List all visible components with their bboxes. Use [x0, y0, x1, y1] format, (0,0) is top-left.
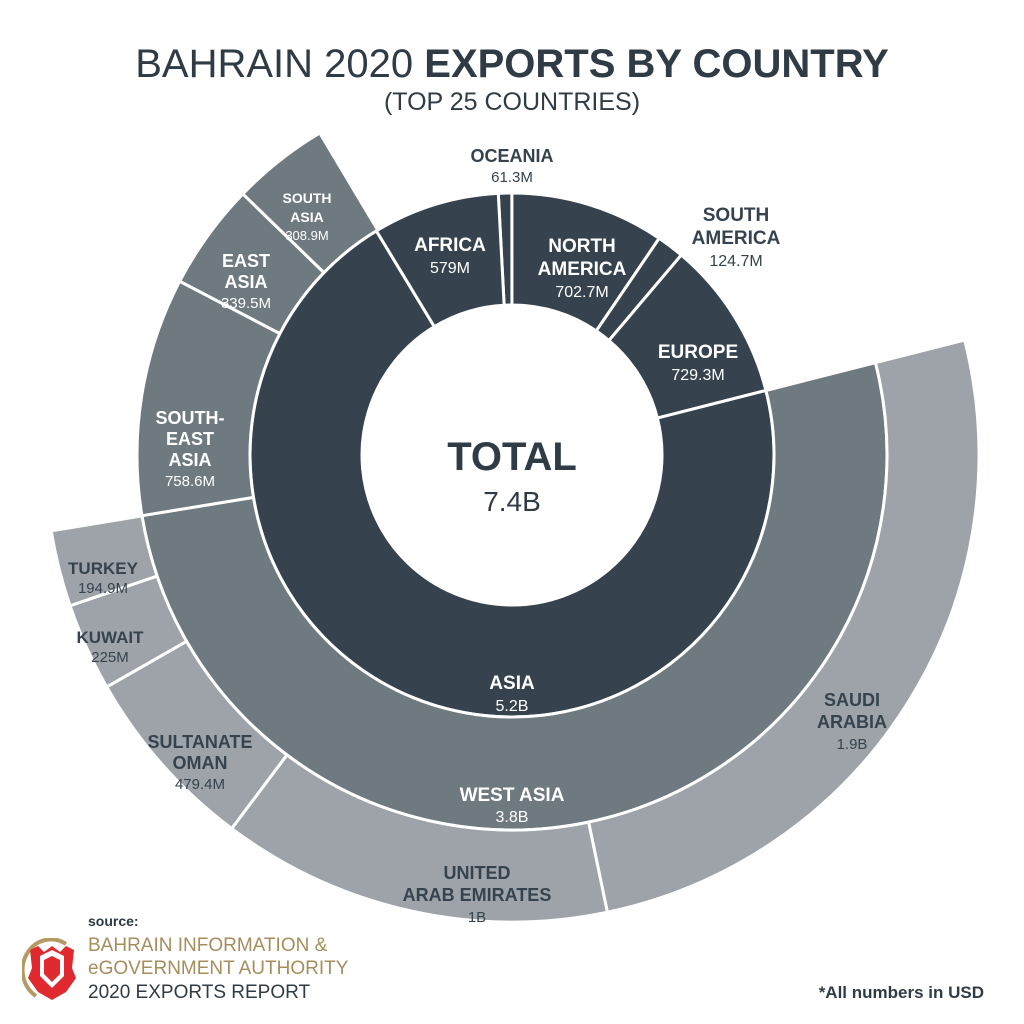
east-asia-value: 339.5M — [221, 295, 271, 312]
south-america-name: AMERICA — [692, 228, 781, 249]
sultanate-oman-value: 479.4M — [175, 776, 225, 793]
title-regular: BAHRAIN 2020 — [135, 42, 414, 86]
united-arab-emirates-name: UNITED — [444, 863, 511, 883]
kuwait-label: KUWAIT 225M — [76, 628, 144, 666]
sultanate-oman-label: SULTANATE OMAN 479.4M — [148, 732, 253, 793]
west-asia-label: WEST ASIA 3.8B — [460, 785, 565, 826]
oceania-name: OCEANIA — [470, 146, 553, 166]
title-bold: EXPORTS BY COUNTRY — [424, 42, 889, 86]
bahrain-coat-of-arms-icon — [22, 938, 76, 1000]
europe-label: EUROPE 729.3M — [658, 342, 738, 384]
chart-title: BAHRAIN 2020 EXPORTS BY COUNTRY — [0, 42, 1024, 87]
kuwait-value: 225M — [91, 649, 129, 666]
south-america-value: 124.7M — [709, 253, 762, 270]
east-asia-label: EAST ASIA 339.5M — [221, 251, 271, 312]
west-asia-name: WEST ASIA — [460, 785, 565, 806]
east-asia-name: EAST — [222, 251, 270, 271]
sultanate-oman-name: OMAN — [173, 753, 228, 773]
united-arab-emirates-label: UNITED ARAB EMIRATES 1B — [403, 863, 552, 926]
source-org-line2: eGOVERNMENT AUTHORITY — [88, 958, 349, 979]
saudi-arabia-label: SAUDI ARABIA 1.9B — [817, 690, 887, 753]
center-total-value: 7.4B — [483, 486, 541, 517]
united-arab-emirates-name: ARAB EMIRATES — [403, 885, 552, 905]
source-report: 2020 EXPORTS REPORT — [88, 982, 311, 1003]
south-asia-name: ASIA — [290, 209, 323, 225]
saudi-arabia-value: 1.9B — [837, 736, 868, 753]
south-east-asia-name: EAST — [166, 429, 214, 449]
currency-note: *All numbers in USD — [818, 983, 984, 1002]
west-asia-value: 3.8B — [496, 809, 529, 826]
africa-name: AFRICA — [414, 235, 486, 256]
africa-value: 579M — [430, 260, 470, 277]
north-america-value: 702.7M — [555, 284, 608, 301]
saudi-arabia-name: ARABIA — [817, 712, 887, 732]
south-east-asia-value: 758.6M — [165, 473, 215, 490]
south-asia-value: 308.9M — [285, 228, 328, 243]
kuwait-name: KUWAIT — [76, 628, 144, 647]
south-east-asia-name: ASIA — [168, 450, 211, 470]
turkey-name: TURKEY — [68, 559, 139, 578]
south-asia-label: SOUTH ASIA 308.9M — [283, 190, 332, 243]
south-america-name: SOUTH — [703, 205, 770, 226]
south-america-label: SOUTH AMERICA 124.7M — [692, 205, 781, 270]
africa-label: AFRICA 579M — [414, 235, 486, 277]
source-label: source: — [88, 913, 139, 929]
europe-value: 729.3M — [671, 367, 724, 384]
sultanate-oman-name: SULTANATE — [148, 732, 253, 752]
chart-subtitle: (TOP 25 COUNTRIES) — [383, 88, 641, 116]
south-east-asia-label: SOUTH-EAST ASIA 758.6M — [156, 408, 225, 490]
oceania-value: 61.3M — [491, 169, 533, 186]
east-asia-name: ASIA — [224, 272, 267, 292]
source-org-line1: BAHRAIN INFORMATION & — [88, 935, 328, 956]
united-arab-emirates-value: 1B — [468, 909, 486, 926]
asia-label: ASIA 5.2B — [489, 673, 535, 715]
segment-turkey — [49, 514, 159, 608]
turkey-value: 194.9M — [78, 580, 128, 597]
turkey-label: TURKEY 194.9M — [68, 559, 139, 597]
asia-value: 5.2B — [496, 698, 529, 715]
north-america-label: NORTH AMERICA 702.7M — [538, 236, 627, 301]
north-america-name: AMERICA — [538, 259, 627, 280]
center-total-label: TOTAL — [447, 435, 577, 479]
south-east-asia-name: SOUTH- — [156, 408, 225, 428]
segment-south-asia — [240, 130, 380, 275]
europe-name: EUROPE — [658, 342, 738, 363]
south-asia-name: SOUTH — [283, 190, 332, 206]
saudi-arabia-name: SAUDI — [824, 690, 880, 710]
north-america-name: NORTH — [548, 236, 616, 257]
asia-name: ASIA — [489, 673, 535, 694]
segment-africa — [374, 191, 506, 329]
oceania-label: OCEANIA 61.3M — [470, 146, 553, 186]
